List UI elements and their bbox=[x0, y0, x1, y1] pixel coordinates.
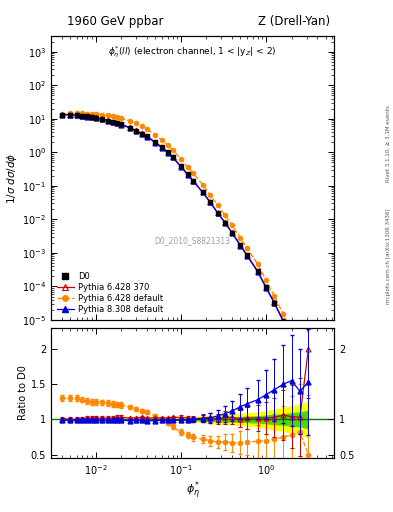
Legend: D0, Pythia 6.428 370, Pythia 6.428 default, Pythia 8.308 default: D0, Pythia 6.428 370, Pythia 6.428 defau… bbox=[55, 270, 165, 316]
Text: $\phi^{*}_{\eta}(ll)$ (electron channel, 1 < |y$_{Z}$| < 2): $\phi^{*}_{\eta}(ll)$ (electron channel,… bbox=[108, 45, 277, 60]
Text: 1960 GeV ppbar: 1960 GeV ppbar bbox=[67, 15, 163, 28]
Text: D0_2010_S8821313: D0_2010_S8821313 bbox=[154, 236, 231, 245]
Text: mcplots.cern.ch [arXiv:1306.3436]: mcplots.cern.ch [arXiv:1306.3436] bbox=[386, 208, 391, 304]
Y-axis label: $1/\sigma\;d\sigma/d\phi$: $1/\sigma\;d\sigma/d\phi$ bbox=[5, 152, 19, 204]
X-axis label: $\phi^{*}_{\eta}$: $\phi^{*}_{\eta}$ bbox=[185, 480, 200, 502]
Y-axis label: Ratio to D0: Ratio to D0 bbox=[18, 366, 28, 420]
Text: Rivet 3.1.10, ≥ 3.1M events: Rivet 3.1.10, ≥ 3.1M events bbox=[386, 105, 391, 182]
Text: Z (Drell-Yan): Z (Drell-Yan) bbox=[258, 15, 330, 28]
